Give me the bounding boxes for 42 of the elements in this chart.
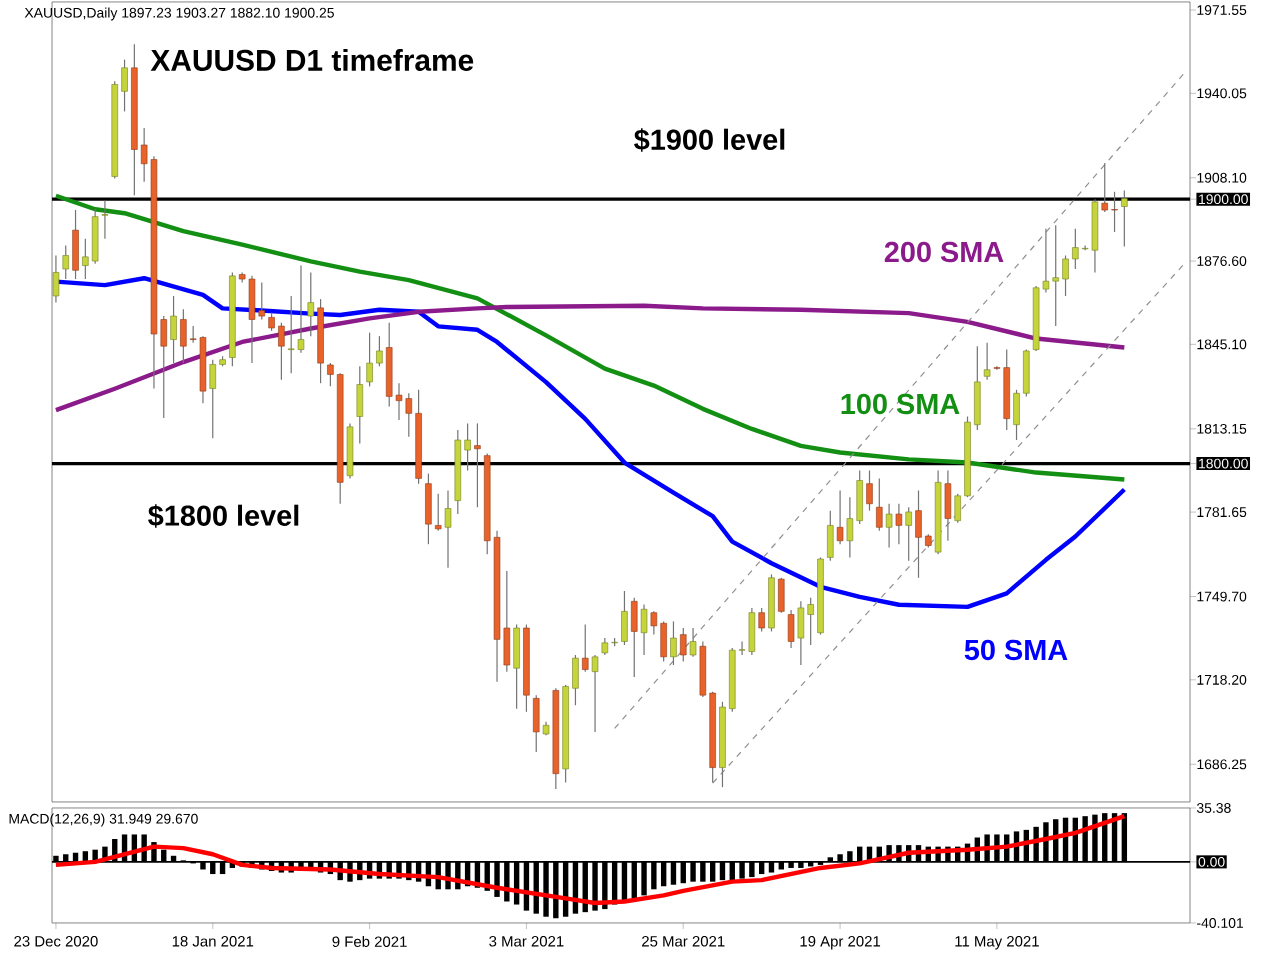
candlestick bbox=[513, 623, 520, 710]
candlestick bbox=[532, 694, 540, 753]
candlestick bbox=[680, 627, 687, 663]
candlestick bbox=[983, 342, 991, 381]
candlestick bbox=[170, 295, 177, 364]
candlestick bbox=[895, 503, 903, 545]
candlestick bbox=[52, 254, 60, 304]
candlestick bbox=[434, 493, 442, 532]
candlestick bbox=[444, 489, 452, 569]
candlestick bbox=[836, 489, 844, 545]
candlestick bbox=[758, 607, 765, 633]
candlestick bbox=[356, 365, 364, 445]
candlestick bbox=[101, 199, 109, 240]
line-series bbox=[53, 303, 1127, 413]
candlestick bbox=[876, 477, 883, 532]
ref-line-label: $1800 level bbox=[148, 504, 299, 528]
candlestick bbox=[621, 590, 628, 646]
candlestick bbox=[1121, 189, 1128, 248]
candlestick bbox=[944, 469, 952, 542]
candlestick bbox=[885, 503, 893, 548]
candlestick bbox=[778, 577, 785, 614]
candlestick bbox=[72, 209, 79, 280]
candlestick bbox=[640, 603, 648, 656]
candlestick bbox=[689, 627, 697, 658]
ref-line-label: $1900 level bbox=[634, 128, 785, 152]
candlestick bbox=[787, 609, 795, 649]
candlestick bbox=[670, 620, 677, 666]
series-label: 100 SMA bbox=[841, 393, 960, 415]
candlestick bbox=[425, 473, 432, 545]
candlestick bbox=[631, 597, 638, 678]
candlestick bbox=[62, 244, 69, 280]
line-series bbox=[53, 193, 1127, 482]
series-label: 50 SMA bbox=[964, 639, 1068, 661]
candlestick bbox=[582, 623, 589, 673]
candlestick bbox=[866, 469, 873, 512]
candlestick bbox=[307, 271, 315, 337]
candlestick bbox=[591, 654, 599, 733]
text: XAUUSD D1 timeframe bbox=[150, 49, 474, 71]
series-label: 200 SMA bbox=[884, 241, 1004, 263]
candlestick bbox=[827, 510, 834, 562]
candlestick bbox=[905, 506, 912, 562]
candlestick bbox=[474, 422, 481, 508]
